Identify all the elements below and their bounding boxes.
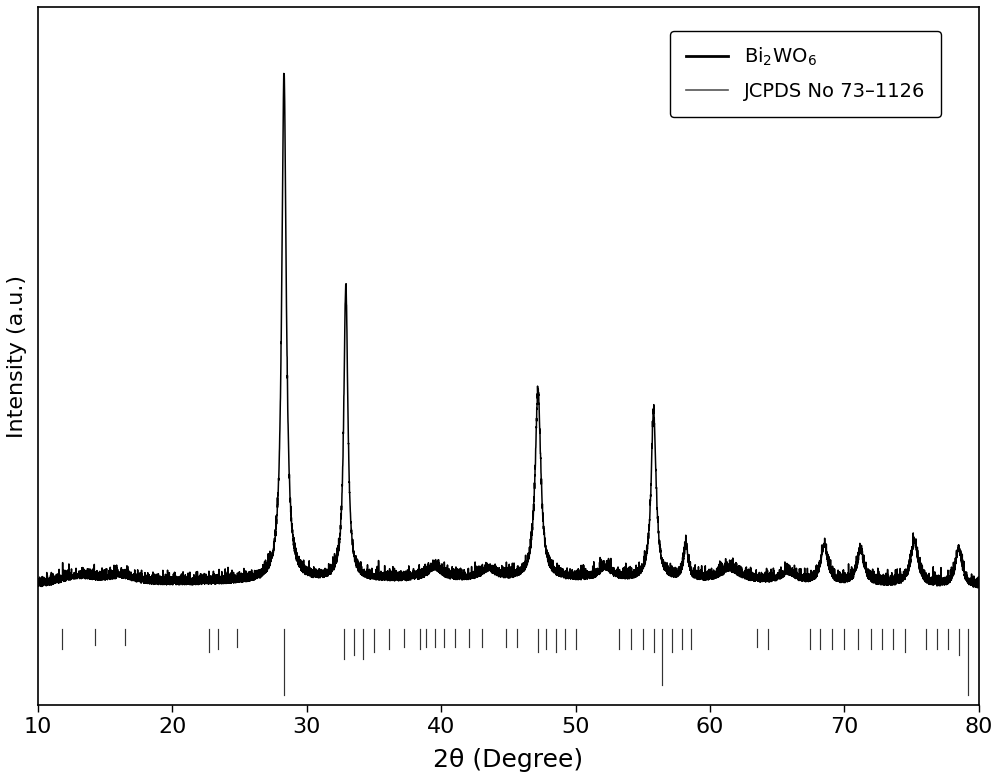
Y-axis label: Intensity (a.u.): Intensity (a.u.) xyxy=(7,274,27,438)
Legend: $\mathregular{Bi_2WO_6}$, JCPDS No 73–1126: $\mathregular{Bi_2WO_6}$, JCPDS No 73–11… xyxy=(670,30,941,117)
X-axis label: 2θ (Degree): 2θ (Degree) xyxy=(433,748,584,772)
